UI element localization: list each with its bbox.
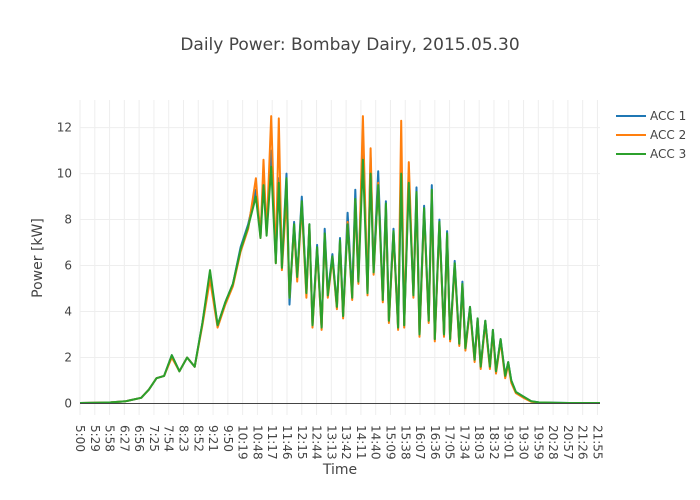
- y-tick-label: 8: [64, 213, 72, 227]
- x-tick-label: 5:29: [88, 425, 102, 452]
- x-tick-label: 13:42: [339, 425, 353, 460]
- series-lines: [79, 115, 600, 404]
- y-tick-label: 12: [57, 121, 72, 135]
- y-tick-label: 2: [64, 351, 72, 365]
- x-tick-label: 16:36: [428, 425, 442, 460]
- x-tick-label: 5:00: [73, 425, 87, 452]
- legend-label: ACC 3: [650, 147, 686, 161]
- x-tick-label: 6:27: [117, 425, 131, 452]
- x-tick-label: 21:55: [590, 425, 604, 460]
- x-tick-label: 21:26: [576, 425, 590, 460]
- x-tick-label: 15:38: [398, 425, 412, 460]
- x-tick-label: 9:21: [206, 425, 220, 452]
- x-tick-labels: 5:00 5:29 5:58 6:27 6:56 7:25 7:54 8:23 8:52 9:21…: [73, 425, 604, 460]
- x-tick-label: 10:19: [236, 425, 250, 460]
- y-tick-label: 10: [57, 167, 72, 181]
- x-tick-label: 6:56: [132, 425, 146, 452]
- chart-title: Daily Power: Bombay Dairy, 2015.05.30: [180, 35, 519, 55]
- x-tick-label: 18:03: [472, 425, 486, 460]
- x-tick-label: 11:46: [280, 425, 294, 460]
- y-tick-label: 4: [64, 305, 72, 319]
- x-tick-label: 8:23: [176, 425, 190, 452]
- legend[interactable]: ACC 1 ACC 2 ACC 3: [616, 109, 686, 161]
- x-tick-label: 17:05: [443, 425, 457, 460]
- legend-label: ACC 2: [650, 128, 686, 142]
- y-axis-title: Power [kW]: [30, 218, 46, 298]
- x-tick-label: 20:28: [546, 425, 560, 460]
- x-tick-label: 16:07: [413, 425, 427, 460]
- x-tick-label: 7:54: [162, 425, 176, 452]
- x-tick-label: 12:15: [295, 425, 309, 460]
- series-line-acc-3: [79, 158, 600, 404]
- y-tick-label: 6: [64, 259, 72, 273]
- x-tick-label: 8:52: [191, 425, 205, 452]
- x-tick-label: 14:11: [354, 425, 368, 460]
- legend-item-acc-1[interactable]: ACC 1: [616, 109, 686, 123]
- y-tick-label: 0: [64, 397, 72, 411]
- x-tick-label: 10:48: [250, 425, 264, 460]
- x-tick-label: 7:25: [147, 425, 161, 452]
- legend-item-acc-2[interactable]: ACC 2: [616, 128, 686, 142]
- x-axis-title: Time: [322, 462, 357, 478]
- x-tick-label: 14:40: [369, 425, 383, 460]
- x-tick-label: 15:09: [383, 425, 397, 460]
- x-tick-label: 11:17: [265, 425, 279, 460]
- y-tick-labels: 0 2 4 6 8 10 12: [57, 121, 72, 411]
- x-tick-label: 17:34: [457, 425, 471, 460]
- x-tick-label: 12:44: [310, 425, 324, 460]
- x-tick-label: 20:57: [561, 425, 575, 460]
- series-line-acc-1: [79, 131, 600, 404]
- x-tick-label: 9:50: [221, 425, 235, 452]
- x-tick-label: 5:58: [103, 425, 117, 452]
- x-tick-label: 19:30: [517, 425, 531, 460]
- x-tick-label: 19:59: [531, 425, 545, 460]
- legend-item-acc-3[interactable]: ACC 3: [616, 147, 686, 161]
- legend-label: ACC 1: [650, 109, 686, 123]
- x-tick-label: 13:13: [324, 425, 338, 460]
- x-tick-label: 18:32: [487, 425, 501, 460]
- x-tick-label: 19:01: [502, 425, 516, 460]
